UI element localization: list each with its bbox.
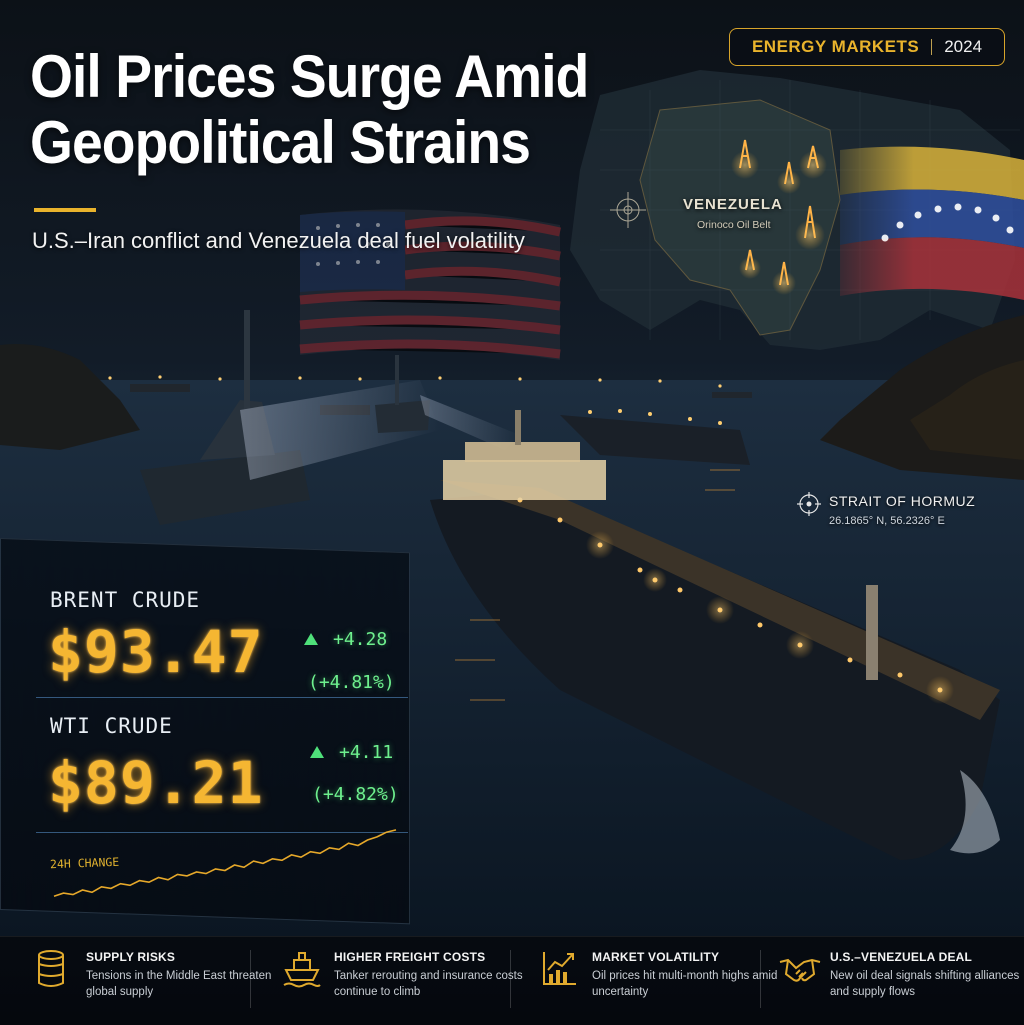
feature-separator xyxy=(760,950,761,1008)
wti-change: +4.11 xyxy=(339,742,394,763)
rising-chart-icon xyxy=(543,952,576,985)
title-accent-rule xyxy=(34,208,96,212)
feature-description: Oil prices hit multi-month highs amid un… xyxy=(592,970,778,998)
feature-title: MARKET VOLATILITY xyxy=(592,950,720,964)
badge-year: 2024 xyxy=(944,37,983,56)
cargo-ship-icon xyxy=(283,952,321,988)
sparkline-label: 24H CHANGE xyxy=(49,854,120,872)
brent-price: $93.47 xyxy=(48,618,264,686)
feature-separator xyxy=(510,950,511,1008)
headline-line-1: Oil Prices Surge Amid xyxy=(30,43,589,110)
feature-title: SUPPLY RISKS xyxy=(86,950,176,964)
sparkline-series xyxy=(53,829,397,897)
headline-line-2: Geopolitical Strains xyxy=(30,109,531,176)
feature-separator xyxy=(250,950,251,1008)
oil-barrel-icon xyxy=(38,950,64,987)
handshake-icon xyxy=(779,958,821,982)
ticker-divider xyxy=(36,697,408,698)
feature-supply-risks: SUPPLY RISKS Tensions in the Middle East… xyxy=(34,948,271,1012)
strait-name: STRAIT OF HORMUZ xyxy=(829,493,976,509)
brent-label: BRENT CRUDE xyxy=(50,588,201,612)
subtitle: U.S.–Iran conflict and Venezuela deal fu… xyxy=(32,228,525,253)
feature-title: U.S.–VENEZUELA DEAL xyxy=(830,950,973,964)
feature-venezuela-deal: U.S.–VENEZUELA DEAL New oil deal signals… xyxy=(778,948,1019,1012)
location-target-icon xyxy=(797,492,821,516)
price-sparkline xyxy=(53,829,397,897)
feature-freight-costs: HIGHER FREIGHT COSTS Tanker rerouting an… xyxy=(282,948,523,1012)
badge-label: ENERGY MARKETS xyxy=(751,37,920,56)
feature-market-volatility: MARKET VOLATILITY Oil prices hit multi-m… xyxy=(540,948,777,1012)
map-country-label: VENEZUELA xyxy=(683,196,783,213)
wti-change-percent: (+4.82%) xyxy=(312,784,399,805)
ticker-divider xyxy=(36,832,408,833)
strait-coordinates: 26.1865° N, 56.2326° E xyxy=(829,515,945,527)
badge-separator xyxy=(931,39,933,55)
wti-label: WTI CRUDE xyxy=(50,714,173,738)
feature-title: HIGHER FREIGHT COSTS xyxy=(334,950,486,964)
category-badge: ENERGY MARKETS 2024 xyxy=(729,28,1005,66)
footer-bar xyxy=(0,936,1024,1025)
feature-description: Tanker rerouting and insurance costs con… xyxy=(334,970,523,998)
brent-change: +4.28 xyxy=(333,629,388,650)
brent-change-percent: (+4.81%) xyxy=(308,672,395,693)
wti-price: $89.21 xyxy=(48,749,264,817)
feature-description: New oil deal signals shifting alliances … xyxy=(830,970,1020,998)
map-region-label: Orinoco Oil Belt xyxy=(697,219,771,231)
brent-up-arrow-icon xyxy=(304,633,318,645)
feature-description: Tensions in the Middle East threaten glo… xyxy=(86,970,272,998)
headline: Oil Prices Surge Amid Geopolitical Strai… xyxy=(30,43,589,176)
wti-up-arrow-icon xyxy=(310,746,324,758)
